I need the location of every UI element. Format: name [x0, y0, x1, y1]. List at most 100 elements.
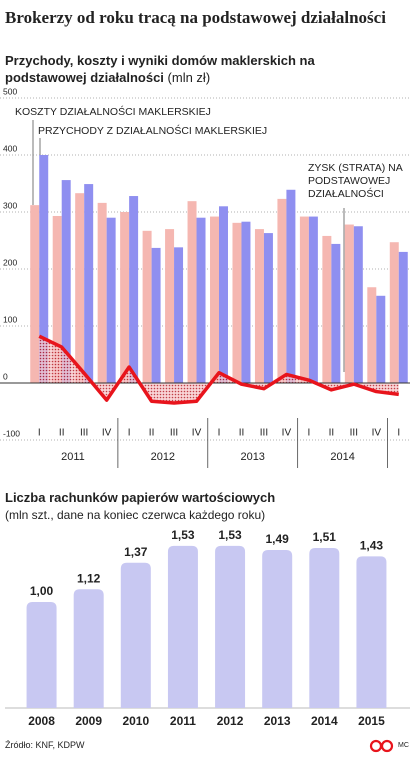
- x-group-label: 2012: [151, 451, 175, 463]
- subtitle-block: Przychody, koszty i wyniki domów maklers…: [5, 52, 325, 86]
- y-tick-label: -100: [3, 428, 20, 438]
- x-tick-label: I: [397, 428, 400, 439]
- bar: [286, 189, 296, 383]
- bar: [165, 229, 175, 383]
- x-tick-label: III: [260, 428, 268, 439]
- value-label: 1,43: [360, 539, 384, 553]
- y-tick-label: 300: [3, 200, 17, 210]
- bar: [120, 212, 130, 383]
- chart-title: Liczba rachunków papierów wartościowych: [5, 490, 276, 505]
- logo: [369, 739, 383, 753]
- page-title: Brokerzy od roku tracą na podstawowej dz…: [5, 8, 386, 27]
- bar: [73, 589, 104, 708]
- bar: [187, 201, 197, 383]
- bar: [215, 545, 246, 708]
- source: Źródło: KNF, KDPW: [5, 740, 85, 750]
- line: [38, 334, 399, 405]
- x-tick-label: II: [239, 428, 245, 439]
- value-label: 1,49: [266, 532, 290, 546]
- x-tick-label: II: [329, 428, 335, 439]
- bar: [120, 562, 151, 708]
- x-tick-label: I: [218, 428, 221, 439]
- bar: [106, 217, 116, 383]
- bar: [26, 602, 57, 708]
- x-tick-label: 2011: [170, 714, 196, 728]
- value-label: 1,53: [171, 528, 195, 542]
- y-tick-label: 200: [3, 257, 17, 267]
- value-label: 1,51: [313, 530, 337, 544]
- bar: [398, 251, 408, 383]
- series-label: ZYSK (STRATA) NA PODSTAWOWEJ DZIAŁALNOŚC…: [308, 162, 403, 200]
- bar: [309, 547, 340, 708]
- bar: [84, 184, 94, 383]
- x-tick-label: 2014: [311, 714, 338, 728]
- bar: [219, 206, 228, 383]
- y-tick-label: 500: [3, 86, 17, 96]
- credit: MC: [398, 742, 409, 749]
- x-tick-label: 2012: [217, 714, 244, 728]
- bar: [196, 217, 206, 383]
- x-group-label: 2014: [330, 451, 354, 463]
- logo: [380, 739, 394, 753]
- bar: [331, 243, 341, 383]
- bar: [151, 247, 161, 383]
- y-tick-label: 100: [3, 314, 17, 324]
- value-label: 1,37: [124, 545, 148, 559]
- value-label: 1,00: [30, 584, 54, 598]
- bar: [277, 198, 287, 383]
- x-tick-label: 2009: [75, 714, 102, 728]
- x-tick-label: IV: [282, 428, 292, 439]
- bar: [75, 193, 85, 383]
- series-label: KOSZTY DZIAŁALNOŚCI MAKLERSKIEJ: [15, 106, 211, 118]
- x-tick-label: IV: [102, 428, 112, 439]
- x-tick-label: I: [38, 428, 41, 439]
- bar: [52, 215, 62, 383]
- x-tick-label: 2010: [122, 714, 149, 728]
- bar: [322, 235, 332, 383]
- x-group-label: 2011: [61, 451, 85, 463]
- bar: [367, 287, 377, 383]
- bar: [232, 222, 242, 383]
- value-label: 1,53: [218, 528, 242, 542]
- bar: [389, 242, 399, 383]
- bar: [61, 180, 71, 383]
- y-tick-label: 400: [3, 143, 17, 153]
- x-tick-label: 2015: [358, 714, 385, 728]
- x-tick-label: II: [59, 428, 65, 439]
- x-tick-label: 2008: [28, 714, 55, 728]
- x-tick-label: III: [350, 428, 358, 439]
- x-tick-label: IV: [192, 428, 202, 439]
- x-tick-label: I: [128, 428, 131, 439]
- bar: [129, 196, 139, 383]
- bar: [262, 550, 293, 708]
- x-tick-label: I: [307, 428, 310, 439]
- series-label: PRZYCHODY Z DZIAŁALNOŚCI MAKLERSKIEJ: [38, 125, 268, 137]
- bar: [356, 556, 387, 708]
- value-label: 1,12: [77, 571, 101, 585]
- bar: [344, 224, 354, 383]
- bar: [263, 233, 273, 383]
- bar: [174, 247, 184, 383]
- bar: [308, 216, 318, 383]
- bar: [254, 229, 264, 383]
- chart-subtitle: Przychody, koszty i wyniki domów maklers…: [5, 53, 315, 85]
- chart-subtitle: (mln szt., dane na koniec czerwca każdeg…: [5, 508, 266, 522]
- x-tick-label: III: [170, 428, 178, 439]
- y-tick-label: 0: [3, 371, 8, 381]
- x-group-label: 2013: [240, 451, 264, 463]
- x-tick-label: II: [149, 428, 155, 439]
- bar: [210, 216, 219, 383]
- bar: [142, 230, 152, 383]
- bar: [39, 155, 49, 383]
- bar: [97, 202, 107, 383]
- bar: [167, 545, 198, 708]
- x-tick-label: III: [80, 428, 88, 439]
- x-tick-label: 2013: [264, 714, 291, 728]
- bar: [30, 205, 40, 383]
- unit: (mln zł): [167, 70, 211, 85]
- bar: [353, 226, 363, 383]
- bar: [299, 216, 309, 383]
- bar: [376, 295, 386, 383]
